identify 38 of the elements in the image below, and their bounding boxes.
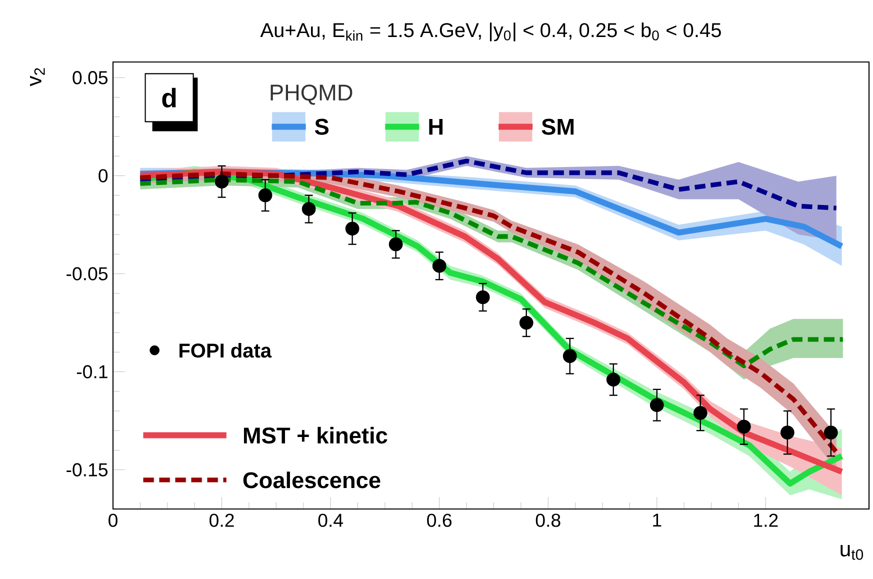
x-tick-label: 1 <box>653 514 662 527</box>
y-tick-label: 0 <box>98 169 108 182</box>
point <box>388 237 403 252</box>
point <box>824 426 838 440</box>
point <box>693 406 708 420</box>
x-tick-label: 0 <box>108 514 118 527</box>
point <box>214 174 229 189</box>
point <box>302 202 316 216</box>
legend-label: S <box>314 118 329 135</box>
x-tick-label: 0.2 <box>210 514 234 527</box>
y-tick-label: 0.05 <box>72 71 108 84</box>
point <box>476 290 490 304</box>
point <box>650 398 664 412</box>
x-tick-label: 0.8 <box>536 514 560 527</box>
y-tick-label: -0.1 <box>76 365 108 378</box>
point <box>345 222 360 236</box>
y-tick-label: -0.15 <box>66 463 108 476</box>
point <box>519 316 534 330</box>
annotation: d <box>162 88 176 108</box>
point <box>562 349 577 364</box>
y-axis-title: v$_{2}$ <box>30 68 45 86</box>
x-tick-label: 0.6 <box>427 514 452 527</box>
point <box>432 258 446 273</box>
legend-label: FOPI data <box>180 342 272 358</box>
annotation: Coalescence <box>243 472 380 488</box>
legend-label: SM <box>542 118 574 135</box>
legend-title: PHQMD <box>270 84 352 105</box>
x-tick-label: 1.2 <box>754 514 778 527</box>
point <box>606 372 620 387</box>
y-tick-label: -0.05 <box>66 267 108 280</box>
point <box>258 188 272 202</box>
legend-label: H <box>429 119 443 135</box>
chart-title: Au+Au, E$_{kin}$ = 1.5 A.GeV, |y$_{0}$| < 0.4, 0.25 < b$_{0}$ < 0.45 <box>260 22 721 42</box>
x-tick-label: 0.4 <box>318 514 343 527</box>
x-axis-title: u$_{t0}$ <box>840 545 864 560</box>
point <box>736 420 751 434</box>
annotation: MST + kinetic <box>244 426 388 444</box>
point <box>780 426 794 440</box>
